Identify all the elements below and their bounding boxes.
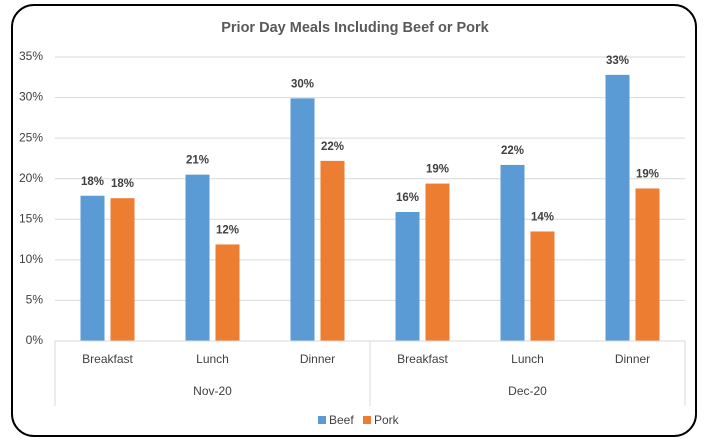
- value-label: 22%: [321, 141, 344, 153]
- bar: [425, 183, 450, 341]
- y-tick-label: 20%: [19, 171, 43, 185]
- value-label: 14%: [531, 211, 554, 223]
- legend-label: Pork: [374, 413, 400, 427]
- bar: [80, 195, 105, 341]
- group-label: Dec-20: [508, 384, 547, 398]
- value-label: 30%: [291, 78, 314, 90]
- legend-swatch: [363, 416, 371, 424]
- bar: [395, 211, 420, 341]
- legend-swatch: [318, 416, 326, 424]
- y-tick-label: 5%: [26, 293, 44, 307]
- y-tick-label: 10%: [19, 252, 43, 266]
- bar: [530, 231, 555, 341]
- chart-title: Prior Day Meals Including Beef or Pork: [221, 20, 489, 36]
- legend-label: Beef: [329, 413, 354, 427]
- bar: [320, 160, 345, 341]
- y-tick-label: 30%: [19, 90, 43, 104]
- value-label: 18%: [81, 176, 104, 188]
- chart-frame: [11, 4, 697, 437]
- value-label: 22%: [501, 145, 524, 157]
- bar: [110, 198, 135, 341]
- value-label: 16%: [396, 192, 419, 204]
- value-label: 21%: [186, 155, 209, 167]
- y-tick-label: 15%: [19, 211, 43, 225]
- x-tick-label: Breakfast: [397, 352, 448, 366]
- value-label: 19%: [636, 168, 659, 180]
- bar: [290, 98, 315, 341]
- bar: [605, 74, 630, 341]
- bar: [635, 188, 660, 341]
- x-tick-label: Dinner: [300, 352, 335, 366]
- y-tick-label: 0%: [26, 333, 44, 347]
- bar: [215, 244, 240, 341]
- y-tick-label: 25%: [19, 130, 43, 144]
- value-label: 33%: [606, 55, 629, 67]
- x-tick-label: Breakfast: [82, 352, 133, 366]
- value-label: 19%: [426, 164, 449, 176]
- bar: [185, 174, 210, 341]
- value-label: 18%: [111, 178, 134, 190]
- value-label: 12%: [216, 224, 239, 236]
- bar: [500, 164, 525, 341]
- x-tick-label: Lunch: [196, 352, 229, 366]
- x-tick-label: Lunch: [511, 352, 544, 366]
- group-label: Nov-20: [193, 384, 232, 398]
- x-tick-label: Dinner: [615, 352, 650, 366]
- y-tick-label: 35%: [19, 49, 43, 63]
